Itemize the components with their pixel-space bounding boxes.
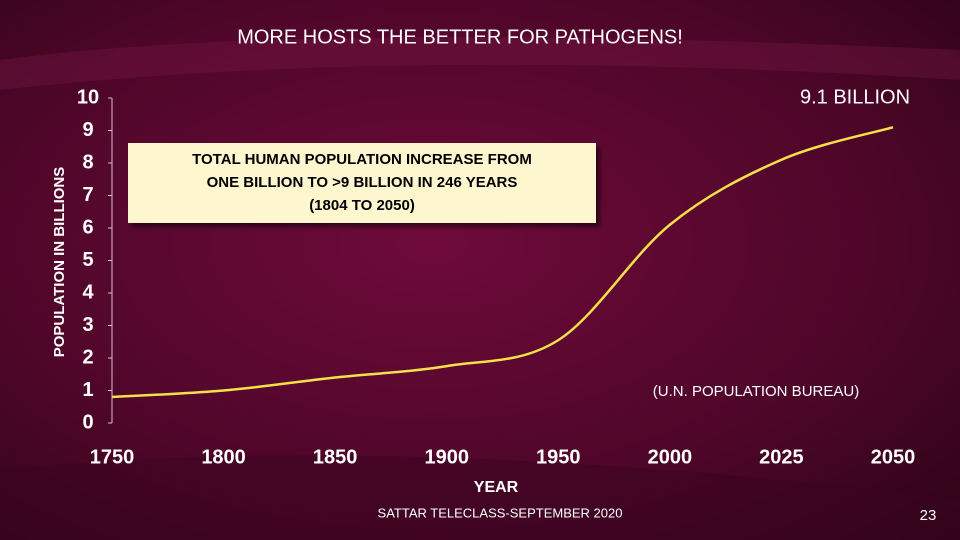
callout [128,143,596,223]
population-line [111,126,894,399]
y-tick-label: 4 [82,281,94,303]
y-tick-label: 6 [82,216,93,238]
x-tick-label: 2025 [759,446,804,468]
y-tick-label: 7 [82,184,93,206]
title: MORE HOSTS THE BETTER FOR PATHOGENS! [237,26,683,48]
callout-text: (1804 TO 2050) [309,197,415,214]
swoosh [0,37,960,90]
y-tick-label: 3 [82,314,93,336]
source: (U.N. POPULATION BUREAU) [653,383,859,400]
y-axis-label: POPULATION IN BILLIONS [51,167,68,358]
x-axis-label: YEAR [474,479,519,496]
y-tick-label: 9 [82,119,93,141]
x-tick-label: 1750 [90,446,135,468]
callout-text: TOTAL HUMAN POPULATION INCREASE FROM [192,151,532,168]
x-tick-label: 1950 [536,446,581,468]
x-tick-label: 2050 [871,446,916,468]
swoosh [0,455,960,540]
callout-box [128,143,596,223]
y-tick-label: 5 [82,249,93,271]
y-tick-label: 10 [77,86,99,108]
footer: SATTAR TELECLASS-SEPTEMBER 2020 [378,505,623,520]
y-tick-label: 2 [82,346,93,368]
end-label: 9.1 BILLION [800,86,910,108]
slide-number: 23 [920,507,937,524]
y-tick-label: 0 [82,411,93,433]
x-tick-label: 1900 [424,446,469,468]
x-tick-label: 2000 [648,446,693,468]
x-tick-label: 1850 [313,446,358,468]
x-tick-label: 1800 [201,446,246,468]
callout-text: ONE BILLION TO >9 BILLION IN 246 YEARS [207,174,518,191]
y-tick-label: 8 [82,151,93,173]
y-tick-label: 1 [82,379,93,401]
